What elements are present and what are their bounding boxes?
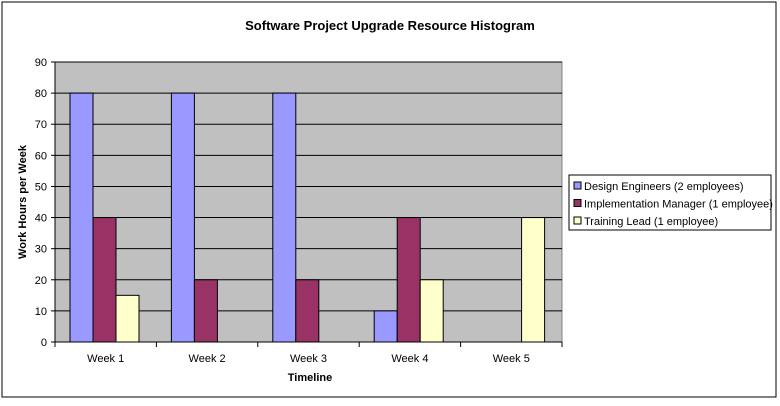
x-tick-label: Week 1 (87, 353, 124, 365)
y-tick-label: 40 (35, 213, 47, 225)
y-tick-label: 0 (41, 337, 47, 349)
y-tick-label: 70 (35, 119, 47, 131)
y-tick-label: 90 (35, 57, 47, 69)
chart-title: Software Project Upgrade Resource Histog… (245, 18, 535, 33)
bar (92, 217, 117, 343)
y-tick-label: 50 (35, 181, 47, 193)
legend-box (568, 174, 772, 231)
legend: Design Engineers (2 employees) Implementa… (568, 174, 773, 231)
bar (193, 279, 218, 343)
bar (272, 92, 297, 343)
legend-label: Implementation Manager (1 employee) (584, 199, 773, 211)
bar (396, 217, 421, 343)
legend-swatch (573, 216, 582, 225)
y-tick-label: 30 (35, 244, 47, 256)
bar (521, 217, 546, 343)
bar (115, 294, 140, 343)
x-tick-label: Week 4 (391, 353, 428, 365)
bar (170, 92, 195, 343)
x-tick-label: Week 3 (290, 353, 327, 365)
y-tick-label: 60 (35, 150, 47, 162)
x-axis-label: Timeline (288, 372, 332, 384)
x-tick-label: Week 2 (189, 353, 226, 365)
legend-swatch (573, 199, 582, 207)
bar (419, 279, 444, 343)
legend-swatch (573, 181, 582, 190)
y-axis-label: Work Hours per Week (17, 144, 29, 259)
y-tick-label: 80 (35, 88, 47, 100)
legend-label: Training Lead (1 employee) (584, 216, 718, 228)
bar (295, 279, 320, 343)
y-tick-label: 10 (35, 306, 47, 318)
x-tick-label: Week 5 (493, 353, 530, 365)
bar (373, 310, 398, 343)
legend-label: Design Engineers (2 employees) (584, 181, 744, 193)
bar (69, 92, 94, 343)
y-tick-label: 20 (35, 275, 47, 287)
